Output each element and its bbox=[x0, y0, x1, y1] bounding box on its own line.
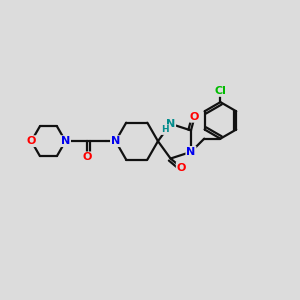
Text: O: O bbox=[190, 112, 199, 122]
Text: H: H bbox=[161, 125, 169, 134]
Text: O: O bbox=[177, 163, 186, 172]
Text: Cl: Cl bbox=[214, 86, 226, 96]
Text: O: O bbox=[27, 136, 36, 146]
Text: O: O bbox=[82, 152, 92, 162]
Text: N: N bbox=[61, 136, 70, 146]
Text: N: N bbox=[111, 136, 120, 146]
Text: N: N bbox=[166, 119, 175, 129]
Text: N: N bbox=[186, 147, 196, 157]
